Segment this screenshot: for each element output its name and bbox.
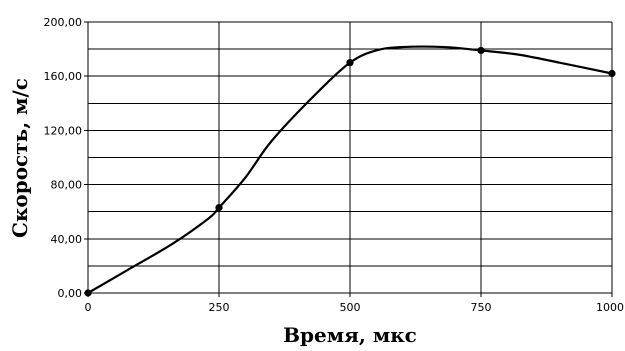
- data-point: [215, 204, 223, 212]
- x-tick-label: 0: [85, 301, 92, 314]
- y-tick-label: 160,00: [44, 70, 83, 83]
- y-tick-label: 0,00: [58, 287, 83, 300]
- x-tick-label: 500: [340, 301, 361, 314]
- y-tick-label: 40,00: [51, 233, 83, 246]
- x-tick-label: 250: [209, 301, 230, 314]
- data-point: [84, 289, 92, 297]
- y-tick-label: 200,00: [44, 16, 83, 29]
- data-point: [608, 69, 616, 78]
- data-point: [477, 46, 485, 55]
- grid: [88, 21, 613, 294]
- x-tick-label: 1000: [596, 301, 624, 314]
- data-point: [346, 59, 354, 67]
- tick-labels: 0,00 40,00 80,00 120,00 160,00 200,00 0 250 500 7…: [44, 16, 625, 314]
- x-axis-label: Время, мкс: [283, 323, 417, 347]
- x-tick-label: 750: [471, 301, 492, 314]
- series-layer: [84, 45, 616, 297]
- y-tick-label: 120,00: [44, 124, 83, 137]
- y-axis-label: Скорость, м/с: [8, 78, 32, 238]
- series-line: [87, 45, 613, 294]
- y-tick-label: 80,00: [51, 179, 83, 192]
